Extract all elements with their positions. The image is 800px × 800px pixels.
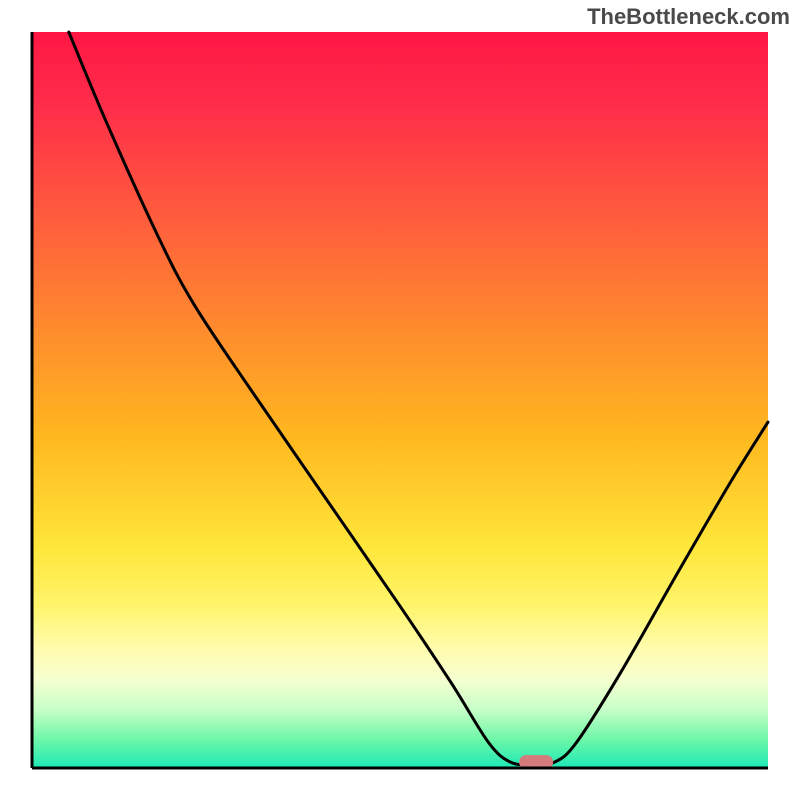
- watermark-text: TheBottleneck.com: [587, 4, 790, 30]
- plot-background: [32, 32, 768, 768]
- bottleneck-chart: TheBottleneck.com: [0, 0, 800, 800]
- chart-svg: [0, 0, 800, 800]
